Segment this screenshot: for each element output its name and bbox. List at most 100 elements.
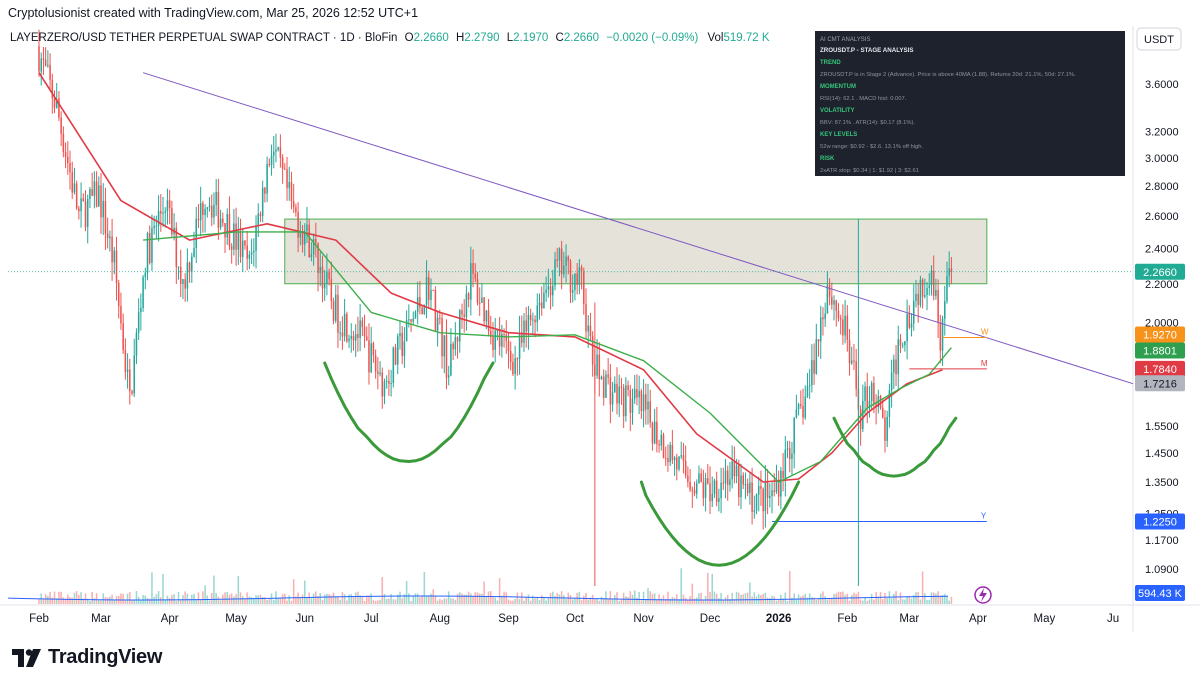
volume-bar	[284, 593, 286, 604]
volume-bar	[558, 594, 561, 604]
price-tag-bg	[1135, 360, 1185, 377]
candle-body	[157, 211, 160, 226]
volume-bar	[177, 592, 180, 604]
volume-bar	[160, 597, 162, 604]
candle-body	[47, 64, 49, 66]
analysis-trend-text: ZROUSDT.P is in Stage 2 (Advance). Price…	[820, 72, 1076, 78]
tradingview-logo[interactable]: TradingView	[12, 646, 162, 669]
volume-bar	[458, 592, 461, 604]
candle-body	[374, 355, 377, 372]
volume-bar	[512, 600, 514, 604]
candle-body	[266, 163, 268, 194]
candle-body	[645, 394, 647, 410]
volume-bar	[653, 593, 656, 604]
candle-body	[419, 297, 421, 308]
candle-body	[899, 339, 902, 346]
candle-body	[915, 293, 917, 301]
volume-bar	[731, 592, 733, 604]
volume-bar	[51, 597, 54, 604]
candle-body	[365, 336, 368, 341]
candle-body	[40, 58, 42, 72]
volume-bar	[346, 600, 348, 604]
volume-bar	[811, 597, 813, 604]
volume-bar	[197, 592, 200, 604]
events-icon[interactable]	[974, 586, 992, 604]
candle-body	[71, 172, 73, 193]
candle-body	[394, 347, 397, 365]
volume-bar	[571, 599, 574, 604]
candle-body	[423, 304, 426, 315]
volume-bar	[405, 580, 408, 604]
volume-bar	[877, 596, 880, 604]
chart-area[interactable]: W M Y LAYERZERO/USD TETHER PERPETUAL SWAP …	[0, 26, 1200, 632]
volume-bar	[813, 597, 815, 604]
candle-body	[326, 271, 328, 284]
candle-body	[113, 250, 116, 263]
x-tick-label: Mar	[91, 613, 111, 625]
y-tick-label: 2.8000	[1145, 181, 1179, 193]
volume-bar	[866, 600, 869, 604]
candle-body	[607, 374, 609, 378]
currency-button[interactable]: USDT	[1136, 27, 1182, 51]
candle-body	[177, 266, 180, 268]
volume-bar	[427, 595, 430, 604]
volume-bar	[89, 600, 91, 604]
candle-body	[363, 327, 366, 337]
volume-bar	[910, 598, 913, 604]
volume-bar	[738, 592, 740, 604]
candle-body	[321, 266, 324, 289]
candle-body	[718, 498, 720, 502]
volume-bar	[476, 592, 479, 604]
candle-body	[164, 211, 167, 213]
y-tick-label: 3.0000	[1145, 153, 1179, 165]
volume-bar	[591, 594, 594, 604]
volume-bar	[492, 597, 494, 604]
candle-body	[819, 317, 822, 342]
candle-body	[800, 404, 802, 406]
volume-bar	[98, 599, 100, 604]
y-tick-label: 2.4000	[1145, 243, 1179, 255]
volume-bar	[645, 598, 647, 604]
volume-bar	[917, 592, 919, 604]
candle-body	[496, 330, 499, 332]
volume-bar	[795, 599, 798, 604]
volume-bar	[788, 571, 791, 604]
volume-bar	[518, 599, 521, 604]
volume-bar	[303, 580, 306, 604]
volume-bar	[587, 599, 589, 604]
candle-body	[463, 314, 465, 317]
price-tag-bg	[1135, 585, 1185, 601]
volume-bar	[368, 595, 370, 604]
volume-bar	[268, 598, 271, 604]
volume-bar	[532, 595, 534, 604]
volume-bar	[202, 591, 204, 604]
volume-bar	[525, 597, 527, 604]
x-tick-label: May	[1034, 613, 1056, 625]
candle-body	[171, 208, 173, 235]
candle-body	[246, 245, 248, 259]
candle-body	[328, 271, 330, 280]
candle-body	[259, 213, 262, 216]
candle-body	[390, 382, 392, 384]
volume-bar	[186, 593, 189, 604]
x-tick-label: Feb	[837, 613, 857, 625]
candle-body	[600, 376, 603, 380]
candle-body	[638, 390, 640, 398]
volume-bar	[501, 595, 503, 604]
candle-body	[571, 290, 574, 293]
candle-body	[689, 482, 691, 490]
candle-body	[855, 361, 857, 389]
legend-vol-label: Vol	[707, 32, 723, 44]
volume-bar	[671, 596, 674, 604]
candle-body	[788, 448, 791, 459]
volume-bar	[188, 598, 191, 604]
candle-body	[140, 307, 142, 313]
price-chart[interactable]: W M Y LAYERZERO/USD TETHER PERPETUAL SWAP …	[0, 26, 1200, 632]
volume-bar	[319, 593, 322, 604]
candle-body	[109, 236, 111, 239]
candle-body	[893, 359, 895, 373]
candle-body	[330, 279, 333, 301]
candle-body	[512, 361, 514, 375]
candle-body	[396, 336, 399, 365]
volume-bar	[168, 598, 171, 604]
